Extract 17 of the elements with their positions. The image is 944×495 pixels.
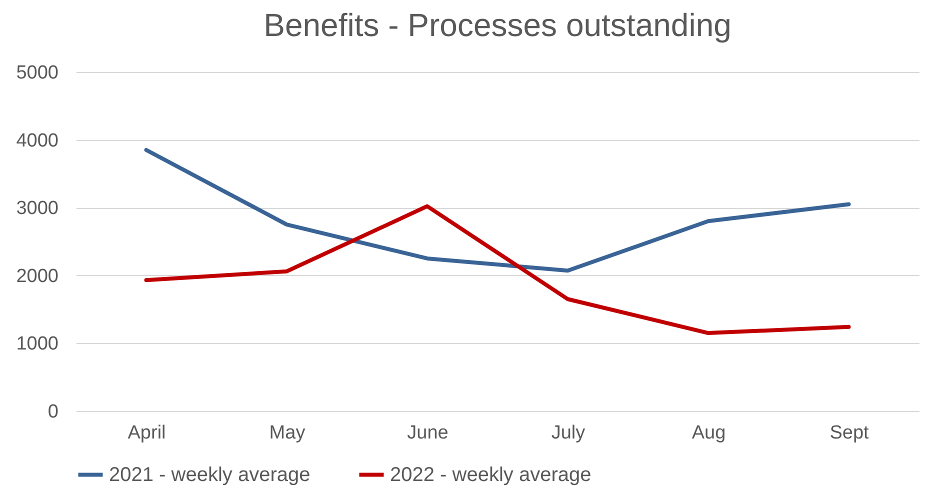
x-tick-label: June [407, 422, 448, 444]
chart-title: Benefits - Processes outstanding [264, 7, 732, 43]
legend-label: 2021 - weekly average [109, 464, 310, 486]
x-tick-label: July [551, 422, 586, 444]
x-tick-label: Aug [692, 422, 726, 444]
x-tick-label: May [269, 422, 306, 444]
line-series [144, 204, 851, 336]
y-tick-label: 2000 [16, 266, 58, 287]
line-series [144, 148, 851, 273]
legend-label: 2022 - weekly average [390, 464, 592, 486]
y-tick-label: 4000 [16, 130, 58, 152]
y-tick-label: 1000 [16, 334, 58, 355]
y-tick-label: 5000 [16, 62, 58, 84]
y-tick-label: 3000 [16, 198, 58, 220]
x-tick-label: Sept [830, 422, 870, 444]
y-tick-label: 0 [48, 402, 58, 422]
x-tick-label: April [128, 422, 166, 444]
